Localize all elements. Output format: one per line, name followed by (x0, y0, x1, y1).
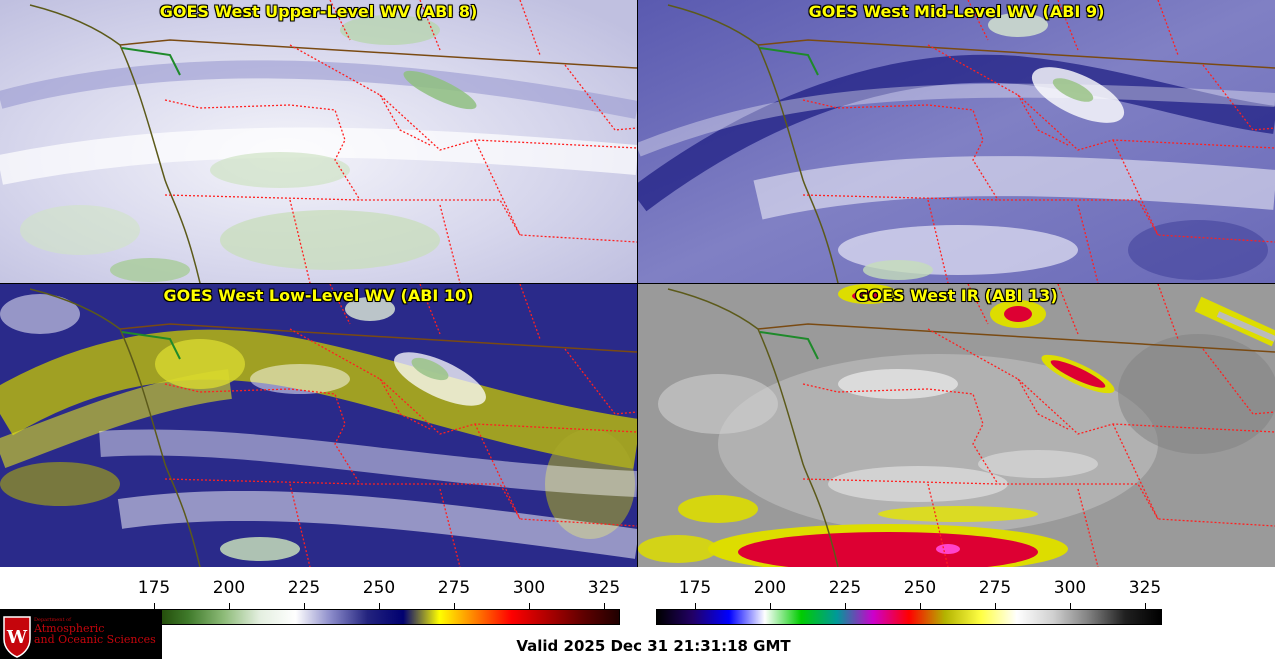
aos-logo: W Department of Atmospheric and Oceanic … (0, 609, 162, 659)
colorbar-tickmark (304, 603, 305, 609)
colorbar-tick-label: 300 (512, 578, 546, 598)
logo-dept-label: Department of (34, 617, 71, 623)
colorbar-tick-label: 300 (1053, 578, 1087, 598)
colorbar-left (115, 609, 620, 625)
upper-level-wv-panel: GOES West Upper-Level WV (ABI 8) (0, 0, 637, 283)
colorbar-tick-label: 250 (903, 578, 937, 598)
low-level-wv-image (0, 284, 637, 567)
low-level-wv-panel: GOES West Low-Level WV (ABI 10) (0, 284, 637, 567)
colorbar-tickmark (1145, 603, 1146, 609)
uw-crest-icon: W (3, 616, 31, 658)
colorbar-tickmark (770, 603, 771, 609)
ir-panel: GOES West IR (ABI 13) (638, 284, 1275, 567)
colorbar-tickmark (454, 603, 455, 609)
colorbar-tickmark (920, 603, 921, 609)
logo-line1: Atmospheric (34, 622, 105, 635)
colorbar-tick-label: 250 (362, 578, 396, 598)
valid-time: Valid 2025 Dec 31 21:31:18 GMT (516, 637, 791, 655)
colorbar-tickmark (379, 603, 380, 609)
colorbar-tick-label: 225 (287, 578, 321, 598)
colorbar-tick-label: 325 (1128, 578, 1162, 598)
colorbar-tickmark (845, 603, 846, 609)
colorbar-tick-label: 275 (978, 578, 1012, 598)
mid-level-wv-image (638, 0, 1275, 283)
colorbar-right-ticks: 175 200 225 250 275 300 325 (0, 578, 1275, 600)
colorbar-tick-label: 225 (828, 578, 862, 598)
colorbar-tick-label: 325 (587, 578, 621, 598)
upper-level-wv-image (0, 0, 637, 283)
colorbar-tick-label: 275 (437, 578, 471, 598)
colorbar-tickmark (529, 603, 530, 609)
colorbar-right (656, 609, 1162, 625)
logo-line2: and Oceanic Sciences (34, 633, 156, 646)
colorbar-tick-label: 175 (137, 578, 171, 598)
colorbar-tickmark (154, 603, 155, 609)
panel-title: GOES West IR (ABI 13) (855, 286, 1058, 305)
ir-image (638, 284, 1275, 567)
panel-divider-horizontal (0, 283, 1275, 284)
aos-logo-text: Department of Atmospheric and Oceanic Sc… (34, 617, 156, 645)
svg-text:W: W (6, 627, 28, 648)
colorbar-tickmark (604, 603, 605, 609)
panel-title: GOES West Upper-Level WV (ABI 8) (159, 2, 478, 21)
colorbar-tick-label: 175 (678, 578, 712, 598)
colorbar-tick-label: 200 (212, 578, 246, 598)
panel-title: GOES West Low-Level WV (ABI 10) (163, 286, 474, 305)
colorbar-tickmark (229, 603, 230, 609)
panel-title: GOES West Mid-Level WV (ABI 9) (808, 2, 1105, 21)
colorbar-left-ticks: 175 200 225 250 275 300 325 (0, 578, 637, 600)
colorbar-tickmark (995, 603, 996, 609)
colorbar-tickmark (695, 603, 696, 609)
mid-level-wv-panel: GOES West Mid-Level WV (ABI 9) (638, 0, 1275, 283)
colorbar-tick-label: 200 (753, 578, 787, 598)
colorbar-tickmark (1070, 603, 1071, 609)
